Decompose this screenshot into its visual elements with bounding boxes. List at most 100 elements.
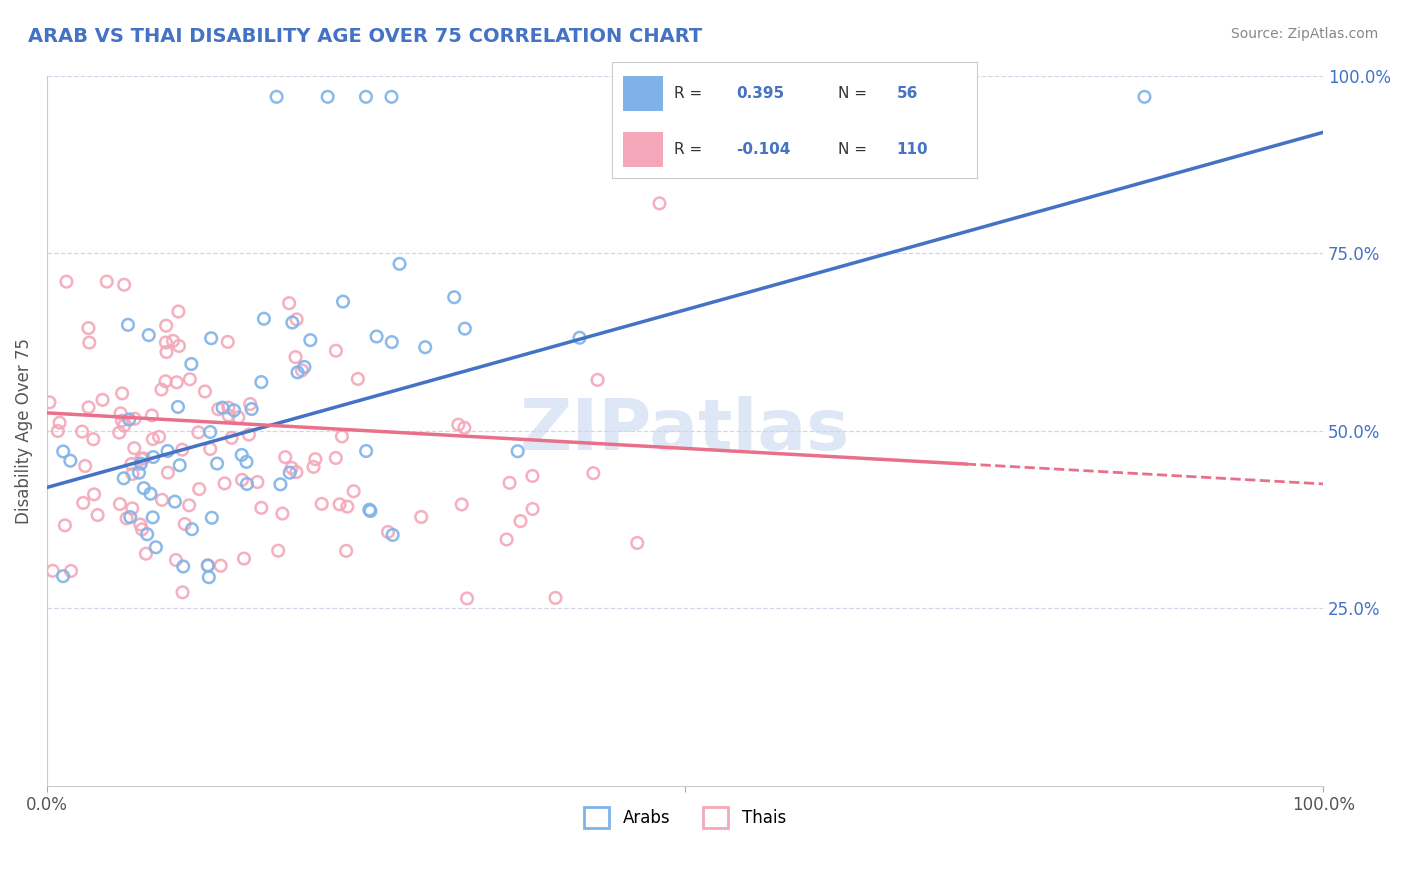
- Point: [142, 450, 165, 464]
- Point: [167, 304, 190, 318]
- Point: [302, 459, 325, 474]
- Point: [77, 401, 100, 415]
- Point: [335, 544, 357, 558]
- Point: [167, 400, 190, 414]
- Point: [163, 494, 186, 508]
- Point: [129, 517, 152, 532]
- Point: [336, 500, 359, 514]
- Text: 110: 110: [897, 142, 928, 157]
- Point: [148, 430, 170, 444]
- Point: [498, 475, 520, 490]
- Point: [111, 414, 134, 428]
- Point: [120, 510, 142, 524]
- Point: [211, 401, 233, 415]
- Point: [46, 424, 69, 438]
- Legend: Arabs, Thais: Arabs, Thais: [578, 801, 793, 834]
- Point: [222, 403, 245, 417]
- Point: [214, 476, 236, 491]
- Point: [115, 511, 138, 525]
- Point: [120, 457, 142, 471]
- Text: -0.104: -0.104: [735, 142, 790, 157]
- Point: [200, 425, 222, 439]
- Bar: [623, 77, 662, 112]
- Point: [112, 471, 135, 485]
- Point: [131, 451, 153, 466]
- Point: [359, 502, 381, 516]
- Point: [325, 343, 347, 358]
- Point: [197, 558, 219, 573]
- Point: [217, 401, 239, 415]
- Text: N =: N =: [838, 142, 872, 157]
- Text: R =: R =: [673, 142, 707, 157]
- Point: [626, 536, 648, 550]
- Point: [354, 444, 377, 458]
- Point: [112, 418, 135, 433]
- Point: [150, 492, 173, 507]
- Point: [155, 345, 177, 359]
- Point: [198, 570, 221, 584]
- Point: [162, 334, 184, 348]
- Point: [132, 481, 155, 495]
- Point: [124, 441, 146, 455]
- Point: [582, 466, 605, 480]
- Point: [217, 334, 239, 349]
- Point: [280, 461, 302, 475]
- Point: [253, 311, 276, 326]
- Point: [111, 386, 134, 401]
- Point: [246, 475, 269, 489]
- Point: [156, 444, 179, 458]
- Point: [156, 466, 179, 480]
- Point: [240, 402, 263, 417]
- Point: [209, 558, 232, 573]
- Point: [82, 432, 104, 446]
- Point: [311, 497, 333, 511]
- Text: ARAB VS THAI DISABILITY AGE OVER 75 CORRELATION CHART: ARAB VS THAI DISABILITY AGE OVER 75 CORR…: [28, 27, 703, 45]
- Point: [380, 90, 402, 104]
- Point: [207, 402, 229, 417]
- Point: [188, 482, 211, 496]
- Point: [291, 363, 314, 377]
- Point: [271, 507, 294, 521]
- Point: [181, 522, 204, 536]
- Point: [124, 411, 146, 425]
- Point: [522, 469, 544, 483]
- Point: [285, 312, 308, 326]
- Text: N =: N =: [838, 87, 872, 102]
- Point: [447, 417, 470, 432]
- Point: [132, 451, 155, 466]
- Point: [284, 350, 307, 364]
- Point: [201, 510, 224, 524]
- Point: [250, 500, 273, 515]
- Point: [77, 321, 100, 335]
- Point: [52, 444, 75, 458]
- Point: [381, 528, 404, 542]
- Point: [48, 416, 70, 430]
- Point: [38, 395, 60, 409]
- Point: [60, 564, 83, 578]
- Point: [173, 516, 195, 531]
- Point: [443, 290, 465, 304]
- Point: [509, 514, 531, 528]
- Point: [96, 275, 118, 289]
- Point: [155, 335, 177, 350]
- Point: [506, 444, 529, 458]
- Point: [135, 547, 157, 561]
- Point: [238, 427, 260, 442]
- Point: [83, 487, 105, 501]
- Point: [495, 533, 517, 547]
- Point: [72, 496, 94, 510]
- Point: [281, 316, 304, 330]
- Point: [568, 331, 591, 345]
- Point: [266, 90, 288, 104]
- Point: [59, 453, 82, 467]
- Point: [52, 569, 75, 583]
- Point: [239, 397, 262, 411]
- Point: [544, 591, 567, 605]
- Point: [145, 541, 167, 555]
- Point: [250, 375, 273, 389]
- Point: [42, 564, 65, 578]
- Text: R =: R =: [673, 87, 707, 102]
- Point: [172, 442, 194, 457]
- Point: [453, 421, 475, 435]
- Point: [187, 425, 209, 440]
